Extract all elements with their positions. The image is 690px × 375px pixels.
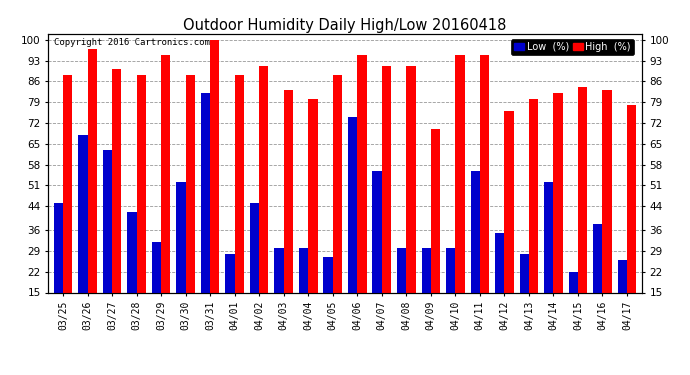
Bar (112, 69, 121, 292)
Bar (284, 90, 293, 292)
Bar (275, 248, 284, 292)
Bar (161, 55, 170, 292)
Bar (357, 55, 366, 292)
Bar (103, 150, 112, 292)
Bar (431, 129, 440, 292)
Bar (348, 117, 357, 292)
Bar (373, 171, 382, 292)
Bar (127, 212, 137, 292)
Bar (78, 135, 88, 292)
Bar (299, 248, 308, 292)
Bar (480, 55, 489, 292)
Bar (618, 260, 627, 292)
Bar (397, 248, 406, 292)
Bar (186, 75, 195, 292)
Bar (406, 66, 415, 292)
Bar (235, 75, 244, 292)
Bar (446, 248, 455, 292)
Bar (471, 171, 480, 292)
Bar (63, 75, 72, 292)
Bar (210, 40, 219, 292)
Bar (308, 99, 317, 292)
Bar (177, 183, 186, 292)
Bar (88, 49, 97, 292)
Bar (152, 242, 161, 292)
Bar (544, 183, 553, 292)
Bar (382, 66, 391, 292)
Bar (553, 93, 563, 292)
Bar (504, 111, 513, 292)
Bar (422, 248, 431, 292)
Bar (324, 257, 333, 292)
Bar (455, 55, 464, 292)
Bar (201, 93, 210, 292)
Bar (333, 75, 342, 292)
Bar (529, 99, 538, 292)
Bar (569, 272, 578, 292)
Bar (495, 233, 504, 292)
Bar (593, 224, 602, 292)
Bar (54, 203, 63, 292)
Bar (578, 87, 587, 292)
Bar (520, 254, 529, 292)
Bar (137, 75, 146, 292)
Bar (250, 203, 259, 292)
Text: Copyright 2016 Cartronics.com: Copyright 2016 Cartronics.com (55, 38, 210, 46)
Bar (627, 105, 636, 292)
Bar (259, 66, 268, 292)
Title: Outdoor Humidity Daily High/Low 20160418: Outdoor Humidity Daily High/Low 20160418 (184, 18, 506, 33)
Legend: Low  (%), High  (%): Low (%), High (%) (511, 39, 634, 55)
Bar (602, 90, 612, 292)
Bar (226, 254, 235, 292)
